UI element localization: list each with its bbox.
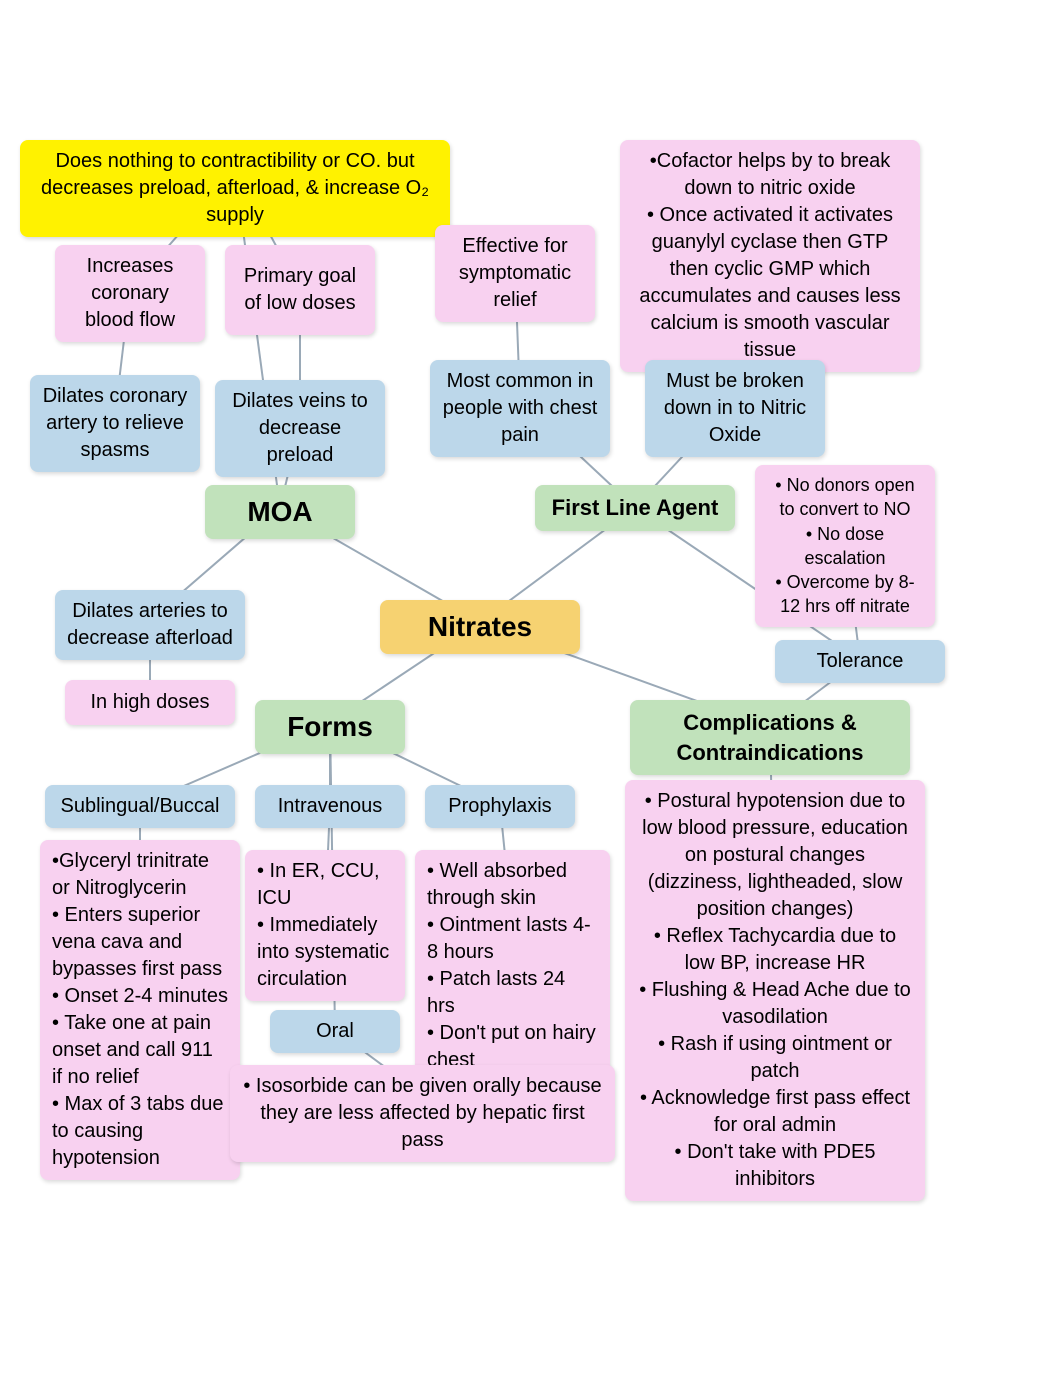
node-dilate_veins: Dilates veins to decrease preload [215,380,385,477]
node-complications_hdr: Complications & Contraindications [630,700,910,775]
node-most_common: Most common in people with chest pain [430,360,610,457]
node-broken_down: Must be broken down in to Nitric Oxide [645,360,825,457]
node-dilate_artery: Dilates coronary artery to relieve spasm… [30,375,200,472]
node-inc_cbf: Increases coronary blood flow [55,245,205,342]
node-sub_details: •Glyceryl trinitrate or Nitroglycerin • … [40,840,240,1180]
node-tolerance: Tolerance [775,640,945,683]
node-firstline: First Line Agent [535,485,735,531]
node-forms_iv: Intravenous [255,785,405,828]
node-iv_details: • In ER, CCU, ICU • Immediately into sys… [245,850,405,1001]
node-forms_proph: Prophylaxis [425,785,575,828]
node-forms_oral: Oral [270,1010,400,1053]
node-dilate_arteries_after: Dilates arteries to decrease afterload [55,590,245,660]
node-effective: Effective for symptomatic relief [435,225,595,322]
node-cofactor: •Cofactor helps by to break down to nitr… [620,140,920,372]
node-comp_details: • Postural hypotension due to low blood … [625,780,925,1201]
node-tolerance_details: • No donors open to convert to NO • No d… [755,465,935,627]
node-primary_goal: Primary goal of low doses [225,245,375,335]
node-high_doses: In high doses [65,680,235,725]
node-center: Nitrates [380,600,580,654]
node-oral_details: • Isosorbide can be given orally because… [230,1065,615,1162]
node-proph_details: • Well absorbed through skin • Ointment … [415,850,610,1082]
mindmap-canvas: Does nothing to contractibility or CO. b… [0,0,1062,1377]
node-top_yellow: Does nothing to contractibility or CO. b… [20,140,450,237]
node-forms_sub: Sublingual/Buccal [45,785,235,828]
node-forms: Forms [255,700,405,754]
node-moa: MOA [205,485,355,539]
